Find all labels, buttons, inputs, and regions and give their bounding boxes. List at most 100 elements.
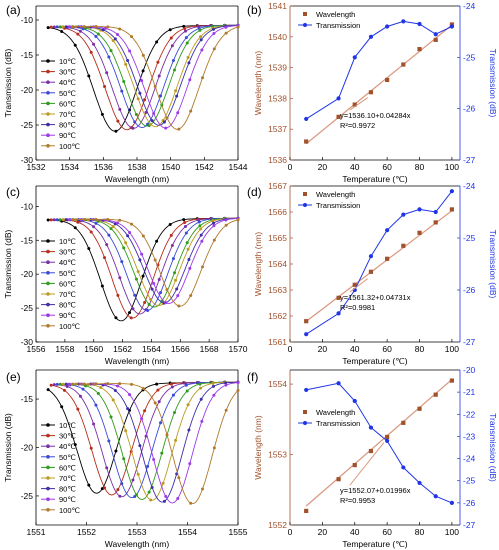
spectrum-point (94, 221, 98, 225)
spectrum-point (211, 381, 215, 385)
legend-marker (46, 444, 50, 449)
y2-tick-label: -25 (463, 52, 476, 62)
spectrum-point (76, 32, 80, 36)
wavelength-point (385, 77, 390, 83)
y-axis-label: Transmission (dB) (3, 230, 13, 299)
spectrum-point (164, 301, 168, 305)
annotation-arrow (349, 97, 369, 111)
spectrum-point (81, 387, 85, 391)
x-tick-label: 20 (318, 527, 328, 537)
legend-marker (303, 23, 307, 27)
legend-label: Transmission (316, 419, 360, 428)
legend-marker (46, 112, 50, 116)
transmission-point (401, 465, 406, 470)
legend-label: 40℃ (59, 78, 76, 87)
spectrum-point (173, 411, 177, 415)
spectrum-point (197, 220, 201, 224)
y-tick-label: -15 (21, 235, 34, 245)
spectrum-point (171, 393, 175, 397)
spectrum-point (177, 127, 181, 131)
y-axis-label: Transmission (dB) (3, 413, 13, 482)
legend-marker (303, 203, 307, 207)
spectrum-point (94, 382, 98, 386)
transmission-point (352, 398, 357, 404)
y-axis-label: Wavelength (nm) (253, 51, 263, 116)
spectrum-point (116, 293, 120, 297)
spectrum-point (186, 403, 190, 407)
spectrum-point (201, 76, 205, 80)
spectrum-point (162, 499, 166, 503)
legend-marker (303, 410, 307, 414)
legend-label: 30℃ (59, 68, 76, 77)
panel-label: (f) (247, 370, 258, 384)
spectrum-point (107, 439, 111, 443)
y2-tick-label: -27 (463, 155, 476, 165)
y2-tick-label: -21 (463, 387, 476, 397)
legend-marker (46, 292, 50, 296)
x-tick-label: 40 (350, 162, 360, 172)
legend-label: Wavelength (316, 10, 355, 19)
spectrum-point (60, 405, 64, 409)
legend-marker (46, 486, 50, 491)
y-axis-label: Wavelength (nm) (253, 415, 263, 480)
spectrum-point (52, 218, 56, 222)
spectrum-point (113, 388, 117, 392)
legend-marker (46, 433, 50, 438)
transmission-point (385, 228, 390, 233)
x-tick-label: 40 (350, 344, 360, 354)
spectrum-point (183, 26, 187, 30)
spectrum-point (134, 493, 138, 497)
spectrum-point (96, 32, 100, 36)
y-tick-label: 1541 (268, 1, 287, 11)
legend-marker (46, 476, 50, 480)
spectrum-line (51, 381, 238, 496)
spectrum-point (183, 29, 187, 33)
spectrum-point (159, 421, 163, 425)
spectrum-point (116, 221, 120, 225)
transmission-line (305, 190, 453, 335)
spectrum-point (149, 122, 153, 126)
legend-marker (46, 260, 50, 265)
spectrum-point (187, 257, 191, 261)
spectrum-point (159, 291, 163, 295)
spectrum-point (128, 393, 132, 397)
x-tick-label: 1542 (195, 162, 214, 172)
spectrum-point (185, 41, 189, 45)
spectrum-point (147, 490, 151, 494)
spectrum-line (54, 381, 238, 498)
legend-label: 50℃ (59, 269, 76, 278)
spectrum-point (94, 25, 98, 29)
legend-marker (303, 192, 307, 196)
spectrum-point (130, 222, 134, 226)
spectrum-point (162, 120, 166, 124)
spectrum-point (147, 302, 151, 306)
legend-label: 50℃ (59, 89, 76, 98)
spectrum-point (199, 35, 203, 39)
spectrum-point (198, 28, 202, 32)
wavelength-point (449, 207, 455, 212)
panel-label: (a) (6, 3, 21, 17)
legend-marker (46, 249, 50, 254)
legend-marker (46, 80, 50, 84)
spectrum-point (140, 417, 144, 421)
y-tick-label: 1567 (268, 181, 287, 191)
spectrum-line (60, 217, 239, 308)
spectrum-point (185, 389, 189, 393)
spectrum-point (89, 50, 93, 54)
x-tick-label: 1534 (60, 162, 79, 172)
spectrum-point (46, 26, 50, 30)
spectrum-point (212, 32, 216, 36)
legend-marker (46, 508, 50, 512)
y-tick-label: 1552 (268, 520, 287, 530)
spectrum-point (89, 230, 93, 234)
transmission-point (352, 55, 357, 60)
spectrum-line (48, 24, 238, 132)
spectrum-point (182, 218, 186, 222)
spectrum-point (236, 25, 240, 29)
spectrum-point (140, 79, 144, 83)
spectrum-point (120, 481, 124, 485)
spectrum-point (150, 287, 154, 291)
x-tick-label: 60 (382, 162, 392, 172)
spectrum-point (64, 218, 68, 222)
spectrum-line (57, 217, 238, 311)
